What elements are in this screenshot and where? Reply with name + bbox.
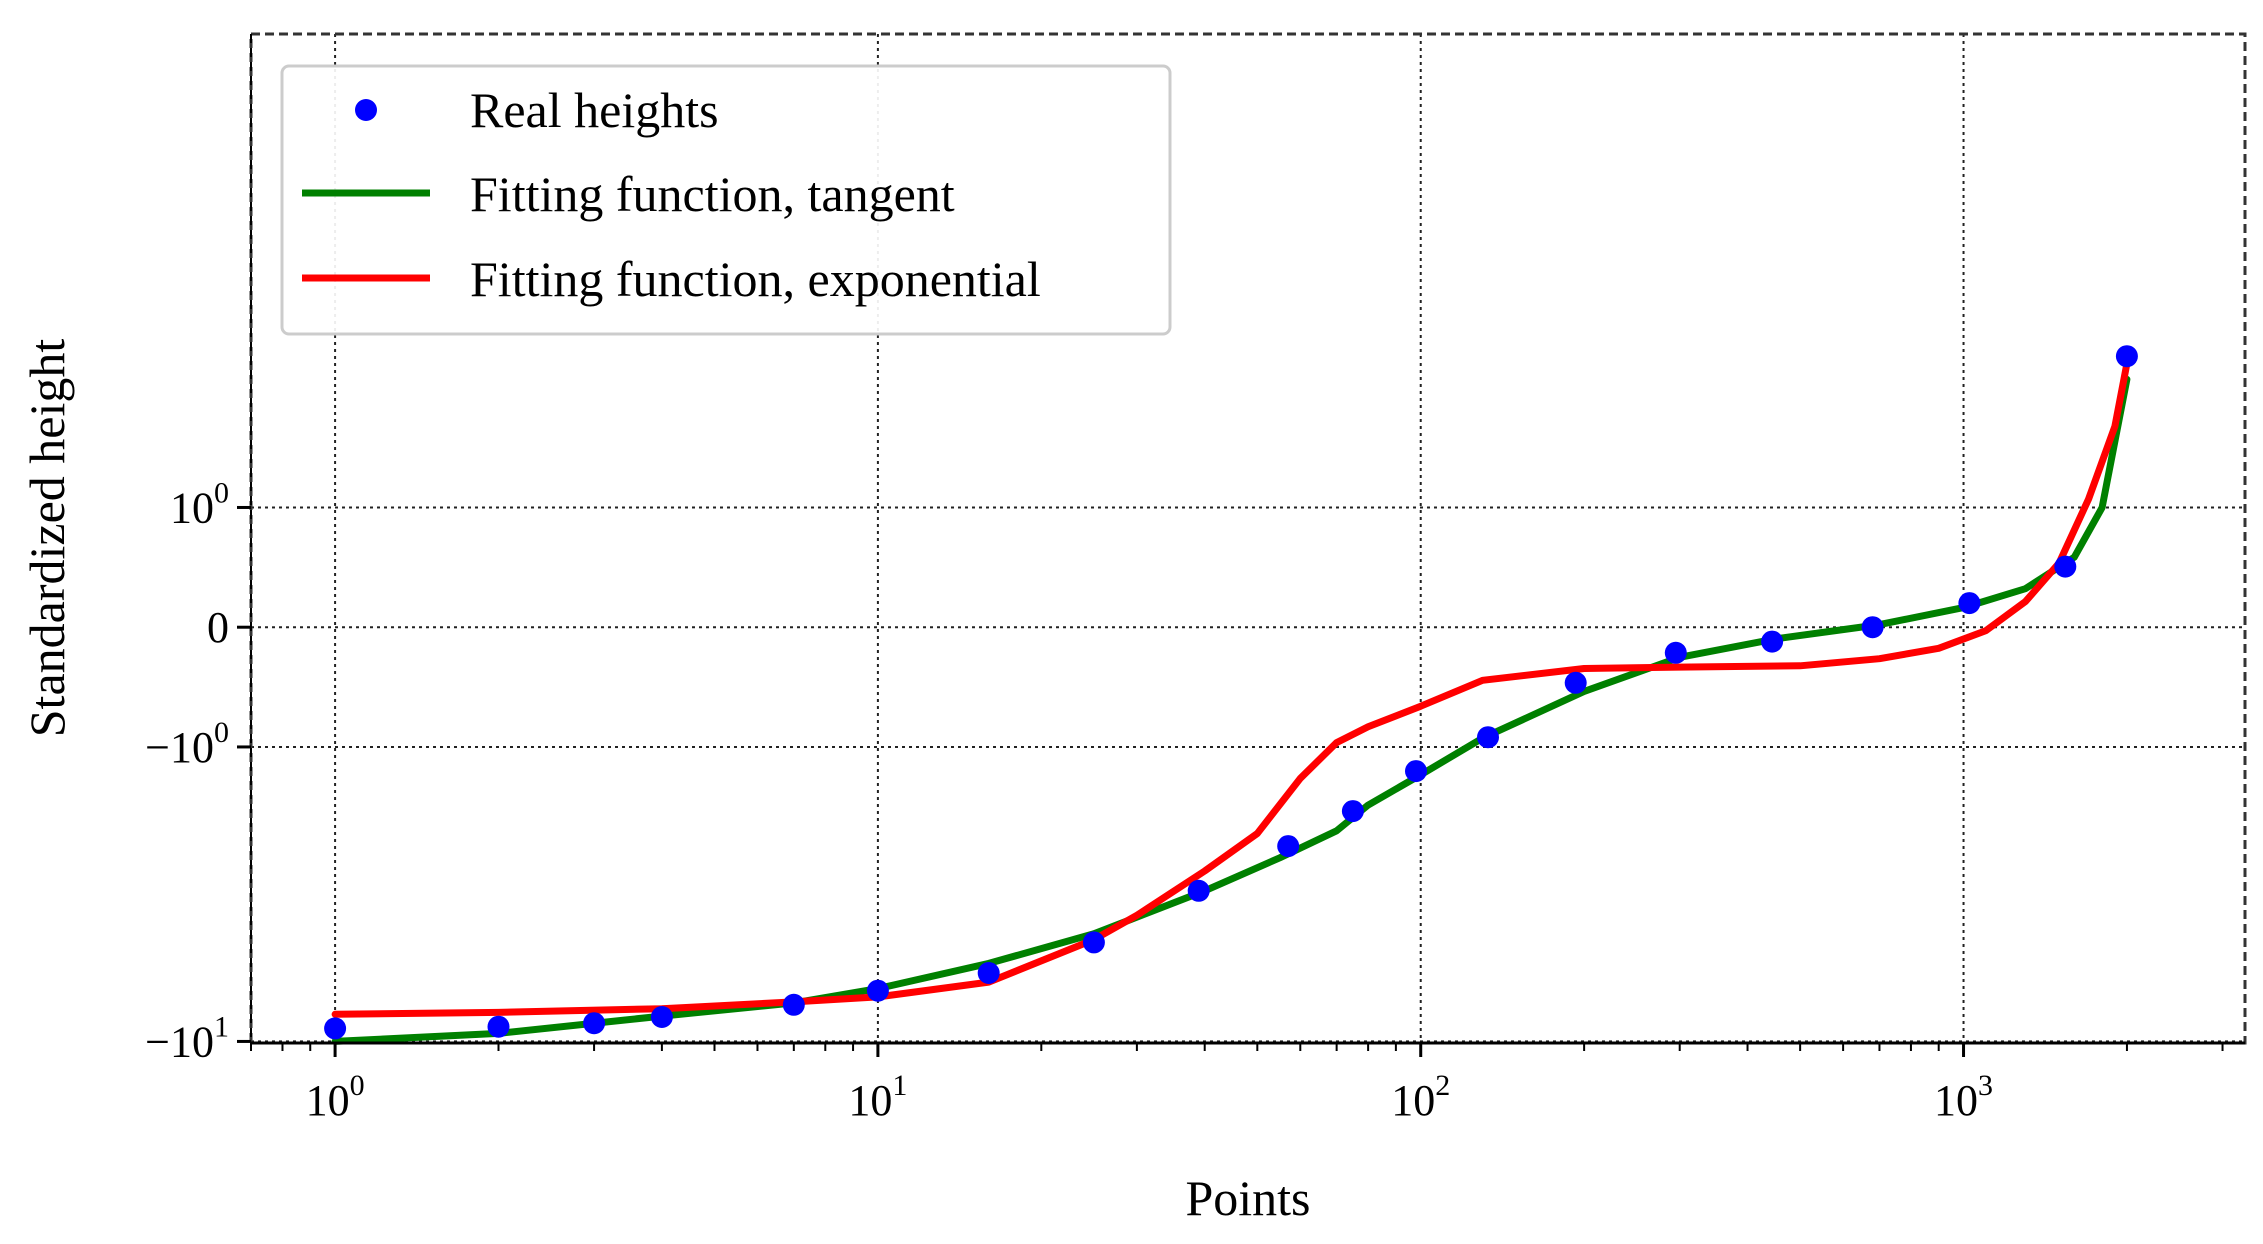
real-height-point <box>977 962 1000 984</box>
real-height-point <box>1564 671 1587 694</box>
real-height-point <box>2115 345 2138 368</box>
plot-frame <box>249 32 2247 1045</box>
legend-marker-real-heights <box>355 99 377 121</box>
real-height-point <box>1477 726 1499 749</box>
real-height-point <box>1082 931 1105 954</box>
real-height-point <box>583 1012 606 1035</box>
real-height-point <box>1187 879 1210 902</box>
legend-label-real-heights: Real heights <box>470 82 719 138</box>
y-tick-label: 0 <box>207 603 229 652</box>
x-tick-label: 102 <box>1391 1069 1450 1125</box>
legend-label-tangent: Fitting function, tangent <box>470 166 955 222</box>
y-tick-label: −100 <box>145 716 229 772</box>
real-height-point <box>1861 616 1884 639</box>
real-height-point <box>1664 641 1687 664</box>
series-layer <box>324 345 2138 1045</box>
real-height-point <box>650 1006 673 1028</box>
exponential-fit-line <box>331 360 2131 1018</box>
x-axis-title: Points <box>1185 1170 1310 1226</box>
legend-box <box>280 64 1172 336</box>
legend-label-exponential: Fitting function, exponential <box>470 251 1041 307</box>
y-axis-title: Standardized height <box>19 339 75 738</box>
x-tick-label: 103 <box>1934 1069 1993 1125</box>
axes-layer: 100 101 102 103 100 0 −100 −101 <box>145 34 2245 1125</box>
tangent-fit-line <box>331 375 2131 1045</box>
x-tick-label: 100 <box>306 1069 365 1125</box>
x-tick-label: 101 <box>848 1069 907 1125</box>
real-height-point <box>1958 592 1981 615</box>
real-height-point <box>1341 800 1364 823</box>
real-height-point <box>1405 760 1427 783</box>
y-tick-label: 100 <box>170 476 229 532</box>
real-height-point <box>487 1015 510 1038</box>
real-height-point <box>1761 630 1784 653</box>
real-height-point <box>782 993 805 1016</box>
y-tick-label: −101 <box>145 1010 229 1066</box>
real-height-point <box>2054 555 2077 578</box>
legend: Real heights Fitting function, tangent F… <box>280 64 1172 336</box>
real-height-point <box>1277 835 1300 858</box>
real-height-point <box>324 1017 347 1040</box>
real-height-point <box>866 979 889 1002</box>
